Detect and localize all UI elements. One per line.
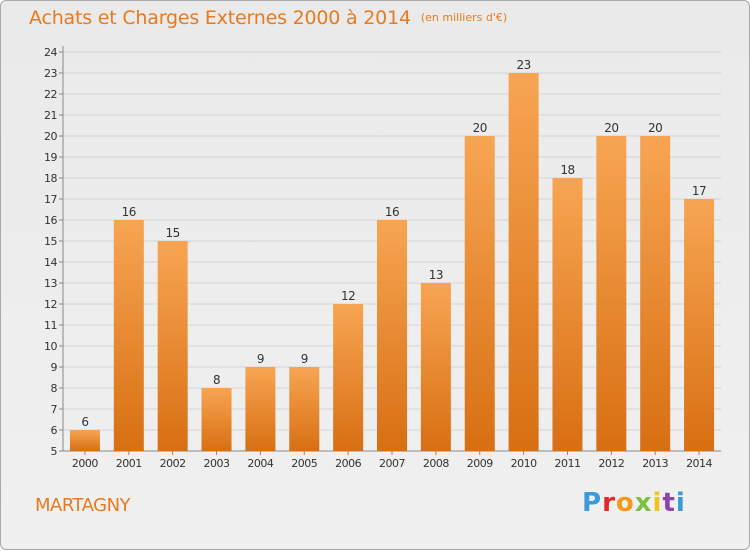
y-tick-label: 15 [44, 235, 57, 248]
data-label: 8 [213, 373, 220, 387]
x-tick-label: 2012 [598, 457, 624, 470]
data-label: 9 [301, 352, 308, 366]
x-tick-label: 2008 [423, 457, 449, 470]
bar [69, 430, 100, 451]
x-tick-label: 2005 [291, 457, 317, 470]
x-tick-label: 2000 [72, 457, 98, 470]
data-label: 15 [166, 226, 180, 240]
y-tick-label: 14 [44, 256, 57, 269]
x-tick-label: 2002 [160, 457, 186, 470]
x-tick-label: 2014 [686, 457, 712, 470]
bar [289, 367, 320, 451]
data-label: 18 [560, 163, 574, 177]
proxiti-logo[interactable]: Proxiti [582, 488, 686, 518]
bar [420, 283, 451, 451]
bar [640, 136, 671, 451]
bar [377, 220, 407, 451]
y-tick-label: 8 [51, 382, 58, 395]
bars [69, 73, 715, 451]
x-tick-label: 2004 [247, 457, 273, 470]
y-tick-label: 23 [44, 67, 57, 80]
y-tick-label: 16 [44, 214, 57, 227]
x-tick-labels: 2000 2001 2002 2003 2004 2005 2006 2007 2008 2009… [72, 457, 713, 470]
bar [333, 304, 364, 451]
data-label: 20 [648, 121, 662, 135]
chart-unit: (en milliers d'€) [420, 11, 508, 24]
data-label: 16 [385, 205, 399, 219]
town-name: MARTAGNY [35, 495, 131, 516]
data-labels: 6 16 15 8 9 9 12 16 13 20 23 18 20 20 17 [81, 58, 706, 429]
x-tick-label: 2013 [642, 457, 668, 470]
data-label: 13 [429, 268, 443, 282]
y-tick-label: 6 [51, 424, 58, 437]
x-tick-label: 2010 [511, 457, 537, 470]
data-label: 20 [473, 121, 487, 135]
data-label: 23 [516, 58, 530, 72]
y-tick-label: 11 [44, 319, 57, 332]
data-label: 12 [341, 289, 355, 303]
y-tick-label: 21 [44, 109, 57, 122]
bar [552, 178, 583, 451]
x-tick-label: 2009 [467, 457, 493, 470]
data-label: 16 [122, 205, 136, 219]
data-label: 9 [257, 352, 264, 366]
bar [596, 136, 627, 451]
y-tick-label: 12 [44, 298, 57, 311]
bar [684, 199, 715, 451]
y-tick-label: 24 [44, 46, 57, 59]
x-tick-label: 2006 [335, 457, 361, 470]
bar [157, 241, 188, 451]
y-tick-label: 20 [44, 130, 57, 143]
bar [113, 220, 144, 451]
x-tick-label: 2007 [379, 457, 405, 470]
x-tick-label: 2001 [116, 457, 142, 470]
bar [508, 73, 539, 451]
y-tick-labels: 5 6 7 8 9 10 11 12 13 14 15 16 17 18 19 20 21 22 23 24 [44, 46, 58, 458]
y-tick-label: 5 [51, 445, 58, 458]
bar [201, 388, 232, 451]
y-tick-label: 13 [44, 277, 57, 290]
x-tick-label: 2011 [554, 457, 580, 470]
bar [245, 367, 276, 451]
y-tick-label: 18 [44, 172, 57, 185]
chart-title: Achats et Charges Externes 2000 à 2014 [29, 7, 411, 29]
y-tick-label: 17 [44, 193, 57, 206]
x-tick-label: 2003 [204, 457, 230, 470]
y-tick-label: 10 [44, 340, 57, 353]
bar [464, 136, 495, 451]
data-label: 6 [81, 415, 88, 429]
data-label: 17 [692, 184, 706, 198]
chart-title-block: Achats et Charges Externes 2000 à 2014 (e… [29, 7, 507, 29]
y-tick-label: 22 [44, 88, 57, 101]
y-tick-label: 19 [44, 151, 57, 164]
y-tick-label: 9 [51, 361, 58, 374]
data-label: 20 [604, 121, 618, 135]
y-tick-label: 7 [51, 403, 58, 416]
